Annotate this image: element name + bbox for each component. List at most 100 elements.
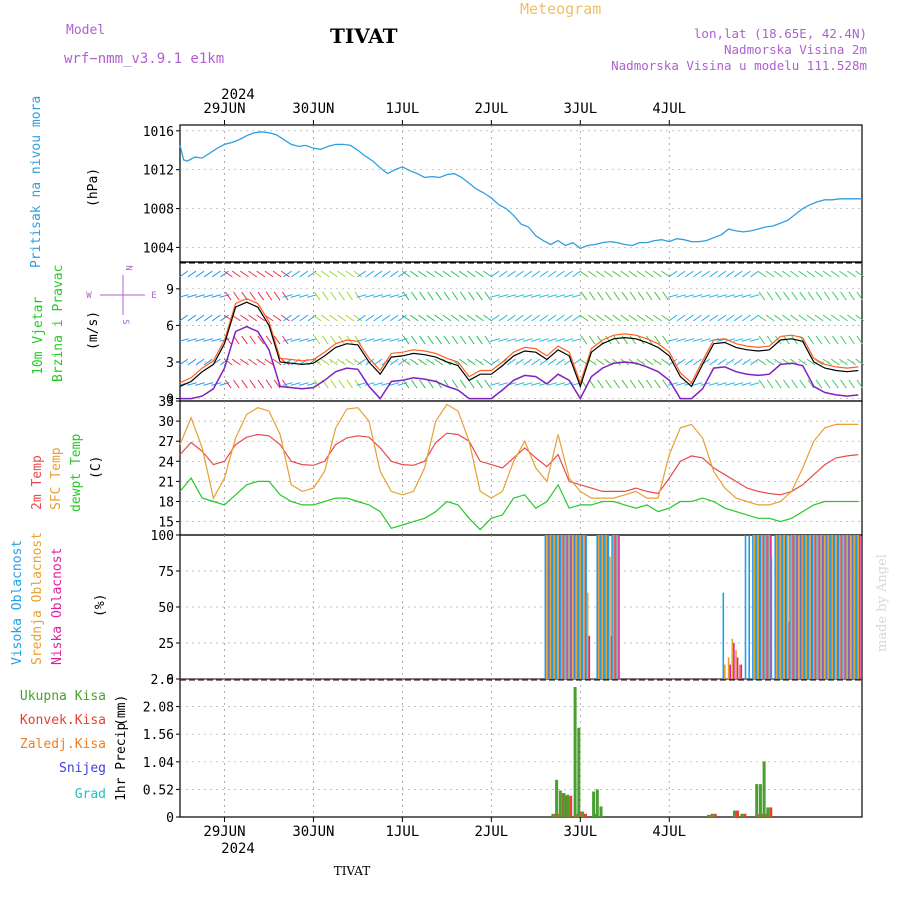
y-tick-label: 2.6	[151, 673, 174, 688]
precip-bar-precip_conv	[713, 813, 717, 817]
wind-arrow	[839, 358, 848, 366]
wind-arrow	[273, 291, 281, 301]
cloud-bar-cloud_mid	[598, 535, 600, 679]
precip-bar-precip_conv	[584, 813, 587, 817]
wind-low-line	[180, 325, 859, 401]
cloud-ylabel: Visoka Oblacnost	[10, 540, 25, 665]
wind-arrow	[661, 358, 670, 366]
wind-arrow	[178, 294, 189, 298]
wind-arrow	[742, 270, 751, 278]
wind-arrow	[442, 314, 452, 322]
wind-arrow	[338, 291, 345, 301]
wind-arrow	[372, 338, 383, 342]
cloud-bar-cloud_high	[852, 535, 854, 679]
wind-arrow	[750, 314, 759, 322]
cloud-bar-cloud_mid	[731, 638, 734, 679]
wind-arrow	[684, 358, 694, 366]
wind-arrow	[798, 270, 808, 278]
compass-south: S	[120, 319, 130, 324]
y-tick-label: 75	[158, 565, 174, 580]
wind-arrow	[458, 270, 468, 278]
legend-freezing-rain: Zaledj.Kisa	[20, 737, 106, 752]
wind-arrow	[283, 358, 292, 366]
credit-label: made by Angel	[875, 554, 890, 652]
wind-arrow	[572, 270, 581, 278]
wind-arrow	[733, 314, 743, 322]
wind-arrow	[571, 338, 582, 342]
wind-arrow	[203, 270, 213, 278]
wind-arrow	[741, 338, 752, 342]
temp-line-tsfc	[179, 403, 859, 506]
wind-arrow	[498, 294, 509, 298]
precip-bar-precip_total	[762, 761, 766, 817]
wind-arrow	[330, 379, 337, 389]
cloud-bar-cloud_high	[748, 535, 750, 679]
wind-arrow	[458, 314, 468, 322]
wind-arrow	[459, 291, 467, 301]
day-label-top: 30JUN	[292, 101, 334, 117]
wind-arrow	[179, 314, 189, 322]
wind-arrow	[357, 270, 366, 278]
wind-arrow	[389, 314, 399, 322]
wind-arrow	[563, 294, 574, 298]
cloud-bar-cloud_mid	[568, 535, 570, 679]
wind-arrow	[701, 314, 710, 322]
wind-arrow	[790, 314, 799, 322]
wind-arrow	[223, 270, 233, 278]
cloud-bar-cloud_high	[581, 535, 584, 679]
cloud-bar-cloud_mid	[824, 535, 826, 679]
wind-arrow	[264, 314, 274, 322]
wind-arrow	[466, 358, 476, 366]
wind-arrow	[798, 314, 808, 322]
legend-snow: Snijeg	[59, 761, 106, 776]
wind-arrow	[373, 270, 383, 278]
wind-arrow	[766, 379, 774, 389]
panel-frame-0	[179, 124, 863, 263]
wind-arrow	[475, 314, 484, 322]
wind-arrow	[381, 314, 391, 322]
wind-arrow	[716, 382, 727, 386]
wind-arrow	[749, 382, 760, 386]
precip-bar-precip_total	[555, 779, 559, 817]
wind-arrow	[306, 338, 317, 342]
wind-arrow	[299, 270, 309, 278]
y-tick-label: 1016	[143, 125, 174, 140]
wind-arrow	[281, 335, 289, 345]
cloud-bar-cloud_high	[778, 535, 780, 679]
cloud-bar-cloud_high	[811, 535, 813, 679]
wind-arrow	[791, 291, 798, 301]
wind-arrow	[435, 335, 443, 345]
wind-arrow	[506, 294, 517, 298]
cloud-bar-cloud_mid	[549, 535, 552, 679]
wind-arrow	[555, 358, 565, 366]
wind-arrow	[401, 270, 411, 278]
wind-arrow	[282, 294, 293, 298]
cloud-bar-cloud_mid	[583, 535, 585, 679]
wind-arrow	[203, 382, 214, 386]
pressure-line	[179, 131, 862, 250]
wind-arrow	[605, 335, 612, 345]
wind-arrow	[231, 358, 241, 366]
wind-arrow	[716, 294, 727, 298]
wind-arrow	[555, 338, 566, 342]
wind-arrow	[313, 379, 321, 389]
cloud-bar-cloud_mid	[546, 535, 548, 679]
wind-arrow	[605, 291, 612, 301]
cloud-bar-cloud_mid	[575, 535, 578, 679]
wind-arrow	[830, 270, 840, 278]
wind-arrow	[773, 270, 783, 278]
cloud-bar-cloud_high	[759, 535, 762, 679]
wind-arrow	[514, 382, 525, 386]
cloud-bar-cloud_high	[544, 535, 547, 679]
wind-arrow	[490, 358, 500, 366]
wind-arrow	[249, 379, 256, 389]
cloud-bar-cloud_high	[818, 535, 821, 679]
wind-arrow	[530, 338, 541, 342]
wind-arrow	[612, 314, 621, 322]
cloud-bar-cloud_low	[733, 643, 735, 679]
wind-arrow	[450, 314, 460, 322]
cloud-bar-cloud_high	[807, 535, 810, 679]
cloud-bar-cloud_high	[804, 535, 806, 679]
wind-arrow	[848, 335, 855, 345]
wind-arrow	[459, 379, 467, 389]
